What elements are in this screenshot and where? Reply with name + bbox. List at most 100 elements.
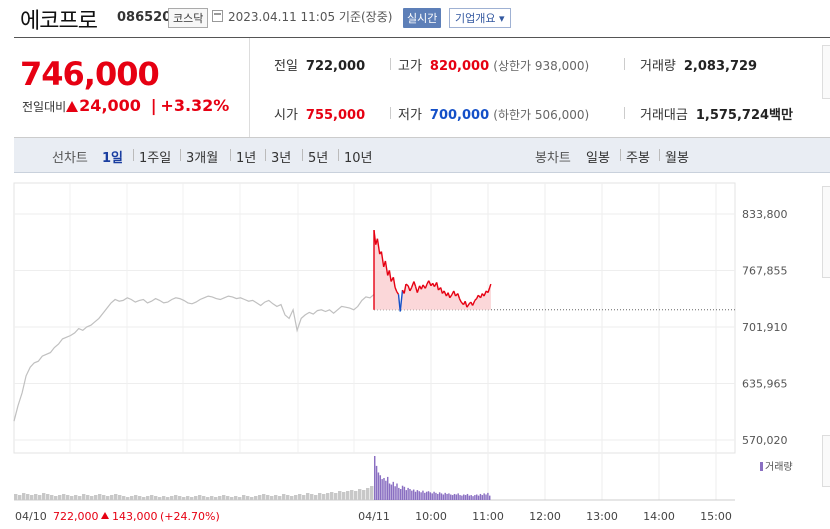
today-line-segment: [443, 290, 448, 297]
market-badge: 코스닥: [168, 8, 209, 28]
x-tick-label: 04/11: [358, 510, 390, 523]
volume-bar: [483, 493, 485, 500]
today-line-segment: [375, 238, 379, 245]
tab-candle-1[interactable]: 주봉: [626, 151, 650, 166]
volume-bar: [14, 494, 18, 500]
tab-candle-0[interactable]: 일봉: [586, 151, 610, 166]
volume-bar: [166, 497, 170, 500]
stat-volume: 거래량 2,083,729: [640, 59, 758, 74]
today-line-segment: [454, 293, 459, 297]
volume-bar: [114, 494, 118, 500]
today-line-segment: [440, 287, 444, 294]
today-line-segment: [436, 282, 440, 291]
tab-line-0[interactable]: 1일: [102, 151, 124, 166]
volume-bar: [282, 494, 286, 500]
y-tick-label: 767,855: [742, 265, 788, 278]
volume-bar: [418, 491, 420, 500]
volume-bar: [398, 487, 400, 500]
today-line-segment: [399, 290, 404, 312]
volume-bar: [314, 495, 318, 500]
today-line-segment: [449, 293, 453, 299]
today-line-segment: [483, 290, 487, 297]
volume-bar: [407, 487, 409, 500]
volume-bar: [46, 494, 50, 500]
volume-bar: [383, 478, 385, 500]
volume-bar: [438, 492, 441, 500]
volume-bar: [170, 496, 174, 500]
volume-bar: [459, 495, 461, 500]
header-divider: [14, 37, 830, 38]
volume-bar: [146, 496, 150, 500]
realtime-button[interactable]: 실시간: [403, 8, 442, 28]
volume-bar: [222, 495, 226, 500]
change-amount: 24,000: [79, 96, 141, 115]
change-percent: +3.32%: [160, 96, 230, 115]
volume-bar: [78, 496, 82, 500]
prev-day-price: 722,000: [53, 510, 99, 523]
volume-bar: [412, 489, 415, 500]
tab-line-6[interactable]: 10년: [344, 151, 373, 166]
prev-day-line: [13, 293, 375, 422]
stat-amount: 거래대금 1,575,724백만: [640, 108, 793, 123]
tab-line-1[interactable]: 1주일: [139, 151, 172, 166]
volume-bar: [94, 495, 98, 500]
volume-bar: [246, 496, 250, 500]
volume-bar: [409, 489, 411, 500]
today-line-segment: [426, 280, 430, 285]
volume-bar: [238, 497, 242, 500]
volume-bar: [286, 495, 290, 500]
volume-bar: [234, 496, 238, 500]
up-arrow-icon: [66, 101, 79, 112]
volume-bar: [474, 495, 476, 500]
volume-bar: [394, 486, 396, 500]
volume-bar: [386, 476, 389, 500]
volume-bar: [476, 494, 478, 500]
volume-bar: [338, 491, 342, 500]
tab-candle-2[interactable]: 월봉: [665, 151, 689, 166]
volume-bar: [444, 492, 446, 500]
volume-bar: [466, 493, 469, 500]
volume-bar: [66, 495, 70, 500]
volume-bar: [30, 495, 34, 500]
volume-bar: [401, 485, 404, 500]
volume-bar: [366, 488, 370, 500]
volume-bar: [218, 496, 222, 500]
y-tick-label: 701,910: [742, 321, 788, 334]
today-line-segment: [407, 285, 411, 292]
volume-bar: [374, 456, 376, 500]
today-line-segment: [453, 290, 457, 297]
company-overview-dropdown[interactable]: 기업개요 ▾: [449, 8, 511, 28]
today-line-segment: [383, 260, 387, 268]
tab-line-3[interactable]: 1년: [236, 151, 257, 166]
today-line-segment: [388, 270, 392, 282]
volume-bar: [318, 493, 322, 500]
today-line-segment: [387, 270, 391, 276]
volume-bar: [190, 497, 194, 500]
today-line-segment: [451, 290, 455, 295]
tab-line-4[interactable]: 3년: [271, 151, 292, 166]
volume-bar: [470, 495, 472, 500]
stat-high: 고가 820,000 (상한가 938,000): [398, 59, 590, 74]
volume-bar: [377, 472, 380, 500]
today-line-segment: [430, 282, 434, 287]
prev-day-date: 04/10: [15, 510, 47, 523]
volume-bar: [403, 486, 406, 500]
today-line-segment: [479, 293, 483, 299]
tab-line-2[interactable]: 3개월: [186, 151, 219, 166]
today-line-segment: [489, 283, 492, 288]
today-line-segment: [474, 298, 478, 301]
volume-bar: [451, 495, 454, 500]
volume-bar: [442, 494, 445, 500]
volume-bar: [290, 496, 294, 500]
volume-bar: [385, 480, 387, 500]
volume-bar: [90, 496, 94, 500]
volume-bar: [98, 494, 102, 500]
tab-line-5[interactable]: 5년: [308, 151, 329, 166]
prev-day-change: 143,000: [112, 510, 158, 523]
volume-bar: [396, 483, 398, 500]
volume-bar: [18, 495, 22, 500]
stats-divider: [14, 137, 830, 138]
today-line-segment: [441, 290, 445, 294]
today-line-segment: [405, 283, 409, 287]
volume-bar: [38, 495, 42, 500]
